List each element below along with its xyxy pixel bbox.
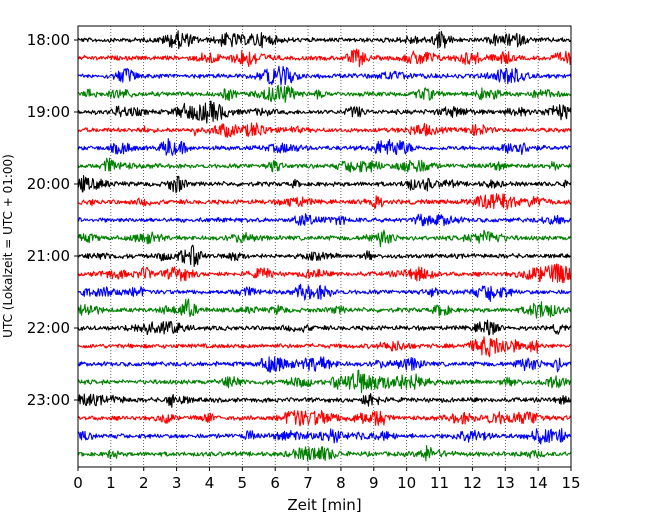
y-tick-label: 20:00 [27,175,70,193]
y-axis: 18:00 19:00 20:00 21:00 22:00 23:00 [27,31,78,409]
seismogram-trace [77,263,572,284]
seismogram-trace [77,369,572,394]
seismogram-trace [77,298,572,319]
x-axis: 0 1 2 3 4 5 6 7 8 9 10 11 12 13 14 15 [73,467,581,492]
x-tick-label: 3 [172,474,182,492]
seismogram-trace [77,410,572,427]
seismogram-trace [77,319,572,336]
seismogram-trace [77,244,571,268]
seismogram-trace [77,100,572,124]
seismogram-trace [77,157,571,173]
x-tick-label: 1 [106,474,116,492]
y-tick-label: 19:00 [27,103,70,121]
x-tick-label: 9 [369,474,379,492]
seismogram-trace [77,356,572,373]
seismogram-trace [77,336,571,358]
seismogram-trace [77,445,572,462]
x-tick-label: 11 [430,474,449,492]
seismogram-trace [77,137,571,156]
x-axis-label: Zeit [min] [287,496,361,514]
y-tick-label: 22:00 [27,319,70,337]
y-tick-label: 23:00 [27,391,70,409]
y-tick-label: 21:00 [27,247,70,265]
x-tick-label: 6 [270,474,280,492]
seismogram-trace [77,174,572,194]
x-tick-label: 10 [397,474,416,492]
seismogram-trace [77,213,572,227]
seismogram-trace [77,30,572,50]
x-tick-label: 7 [303,474,313,492]
seismogram-trace [77,393,572,408]
seismogram-trace [77,84,572,103]
seismogram-trace [77,427,572,445]
x-tick-label: 15 [561,474,580,492]
trace-layer [77,30,572,462]
x-tick-label: 4 [205,474,215,492]
x-tick-label: 13 [496,474,515,492]
x-tick-label: 14 [529,474,548,492]
x-tick-label: 2 [139,474,149,492]
plot-frame [77,25,572,468]
seismogram-trace [77,283,572,303]
x-tick-label: 0 [73,474,83,492]
seismogram-trace [77,193,571,210]
y-tick-label: 18:00 [27,31,70,49]
x-tick-label: 5 [238,474,248,492]
x-tick-label: 8 [336,474,346,492]
y-axis-label: UTC (Lokalzeit = UTC + 01:00) [1,154,15,338]
x-tick-label: 12 [463,474,482,492]
seismogram-trace [77,65,572,86]
seismogram-trace [77,48,572,68]
seismogram-trace [77,122,572,138]
seismogram-trace [77,229,572,248]
